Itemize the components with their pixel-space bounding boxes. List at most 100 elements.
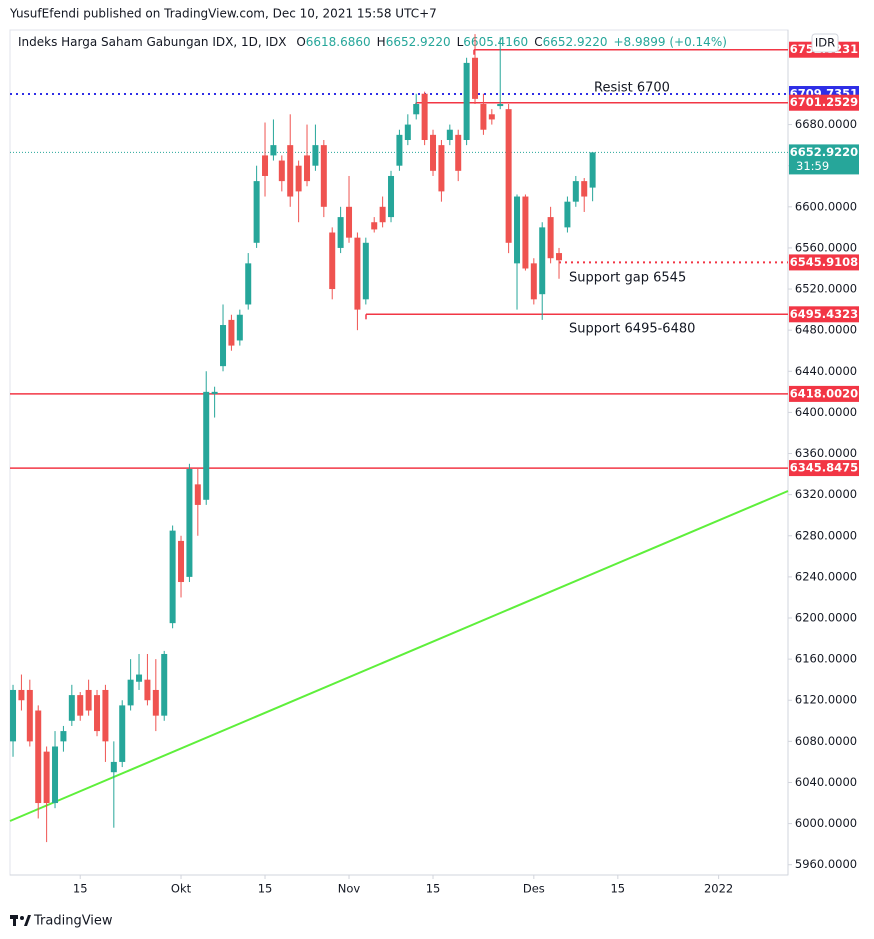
y-tick-label: 6600.0000 bbox=[795, 199, 857, 213]
y-tick-label: 5960.0000 bbox=[795, 857, 857, 871]
candle-body bbox=[388, 175, 395, 218]
candle-body bbox=[144, 679, 151, 701]
last-price-box bbox=[789, 144, 859, 175]
y-tick-label: 6680.0000 bbox=[795, 117, 857, 131]
legend-key: H bbox=[377, 35, 386, 49]
y-tick-label: 6120.0000 bbox=[795, 693, 857, 707]
y-tick-label: 6040.0000 bbox=[795, 775, 857, 789]
candle-body bbox=[270, 145, 277, 156]
candle-body bbox=[472, 57, 479, 99]
legend-name: Indeks Harga Saham Gabungan IDX, 1D, IDX bbox=[18, 35, 286, 49]
y-tick-label: 6200.0000 bbox=[795, 611, 857, 625]
trendline bbox=[9, 490, 789, 822]
candle-body bbox=[18, 689, 25, 701]
level-box bbox=[789, 460, 859, 477]
footer-logo bbox=[10, 915, 31, 926]
candle-body bbox=[169, 530, 176, 624]
candle-body bbox=[396, 134, 403, 166]
candle-body bbox=[77, 695, 84, 716]
candle-body bbox=[430, 134, 437, 171]
candle-body bbox=[404, 124, 411, 140]
x-tick-label: 15 bbox=[258, 882, 273, 896]
published-line: YusufEfendi published on TradingView.com… bbox=[9, 7, 437, 21]
candle-body bbox=[581, 181, 588, 197]
level-label: 6701.2529 bbox=[790, 95, 858, 109]
candle-body bbox=[228, 319, 235, 346]
candle-body bbox=[455, 134, 462, 171]
y-tick-label: 6560.0000 bbox=[795, 240, 857, 254]
candle-body bbox=[480, 104, 487, 130]
candle-body bbox=[589, 152, 596, 188]
candle-body bbox=[60, 731, 67, 742]
candle-body bbox=[371, 222, 378, 230]
level-box bbox=[789, 94, 859, 111]
y-tick-label: 6520.0000 bbox=[795, 282, 857, 296]
level-box bbox=[789, 306, 859, 323]
candle-body bbox=[564, 201, 571, 228]
candle-body bbox=[556, 253, 563, 261]
candle-body bbox=[514, 196, 521, 264]
candle-body bbox=[94, 695, 101, 732]
candle-body bbox=[85, 689, 92, 711]
candle-body bbox=[161, 653, 168, 716]
legend-change: +8.9899 (+0.14%) bbox=[614, 35, 727, 49]
candle-body bbox=[497, 104, 504, 107]
currency-badge bbox=[811, 33, 839, 53]
candle-body bbox=[320, 145, 327, 207]
legend-key: O bbox=[296, 35, 305, 49]
candle-body bbox=[102, 689, 109, 742]
candle-body bbox=[262, 155, 269, 176]
legend: Indeks Harga Saham Gabungan IDX, 1D, IDX… bbox=[18, 35, 727, 49]
candle-body bbox=[337, 217, 344, 248]
y-tick-label: 6480.0000 bbox=[795, 323, 857, 337]
x-tick-label: 2022 bbox=[704, 882, 733, 896]
y-tick-label: 6080.0000 bbox=[795, 734, 857, 748]
candle-body bbox=[119, 705, 126, 762]
candle-body bbox=[68, 695, 75, 721]
candle-body bbox=[236, 314, 243, 341]
legend-value: 6618.6860 bbox=[306, 35, 371, 49]
candle-body bbox=[136, 674, 143, 682]
candle-body bbox=[522, 196, 529, 269]
candle-body bbox=[530, 263, 537, 300]
annotation: Support 6495-6480 bbox=[569, 322, 695, 337]
candle-body bbox=[446, 129, 453, 140]
candle-body bbox=[572, 181, 579, 202]
annotation: Resist 6700 bbox=[594, 81, 670, 96]
candle-body bbox=[287, 145, 294, 197]
x-tick-label: Des bbox=[523, 882, 545, 896]
currency: IDR bbox=[815, 36, 835, 50]
y-tick-label: 6240.0000 bbox=[795, 569, 857, 583]
candle-body bbox=[547, 217, 554, 259]
x-tick-label: Nov bbox=[338, 882, 361, 896]
candle-body bbox=[43, 751, 50, 804]
candle-body bbox=[35, 710, 42, 804]
candle-body bbox=[26, 689, 33, 742]
annotation: Support gap 6545 bbox=[569, 271, 686, 286]
candle-body bbox=[505, 109, 512, 243]
candle-body bbox=[312, 145, 319, 166]
labels: 5960.0000 6000.0000 6040.0000 6080.0000 6120… bbox=[73, 41, 859, 896]
candle-body bbox=[463, 62, 470, 140]
level-box bbox=[789, 254, 859, 271]
y-tick-label: 6000.0000 bbox=[795, 816, 857, 830]
level-label: 6545.9108 bbox=[790, 255, 858, 269]
candle-body bbox=[304, 155, 311, 182]
candle-body bbox=[152, 689, 159, 716]
candle-body bbox=[295, 165, 302, 192]
y-tick-label: 6160.0000 bbox=[795, 652, 857, 666]
candle-body bbox=[354, 237, 361, 310]
candle-body bbox=[346, 206, 353, 238]
y-tick-label: 6320.0000 bbox=[795, 487, 857, 501]
level-label: 6418.0020 bbox=[790, 386, 858, 400]
x-tick-label: 15 bbox=[610, 882, 625, 896]
candle-body bbox=[110, 761, 117, 773]
legend-key: L bbox=[457, 35, 464, 49]
candle-body bbox=[10, 689, 17, 742]
y-tick-label: 6400.0000 bbox=[795, 405, 857, 419]
candle-body bbox=[220, 325, 227, 367]
candle-body bbox=[362, 242, 369, 300]
candle-body bbox=[253, 181, 260, 243]
y-tick-label: 6280.0000 bbox=[795, 528, 857, 542]
